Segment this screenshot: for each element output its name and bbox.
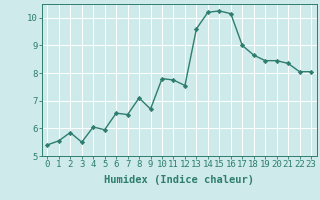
X-axis label: Humidex (Indice chaleur): Humidex (Indice chaleur) bbox=[104, 175, 254, 185]
